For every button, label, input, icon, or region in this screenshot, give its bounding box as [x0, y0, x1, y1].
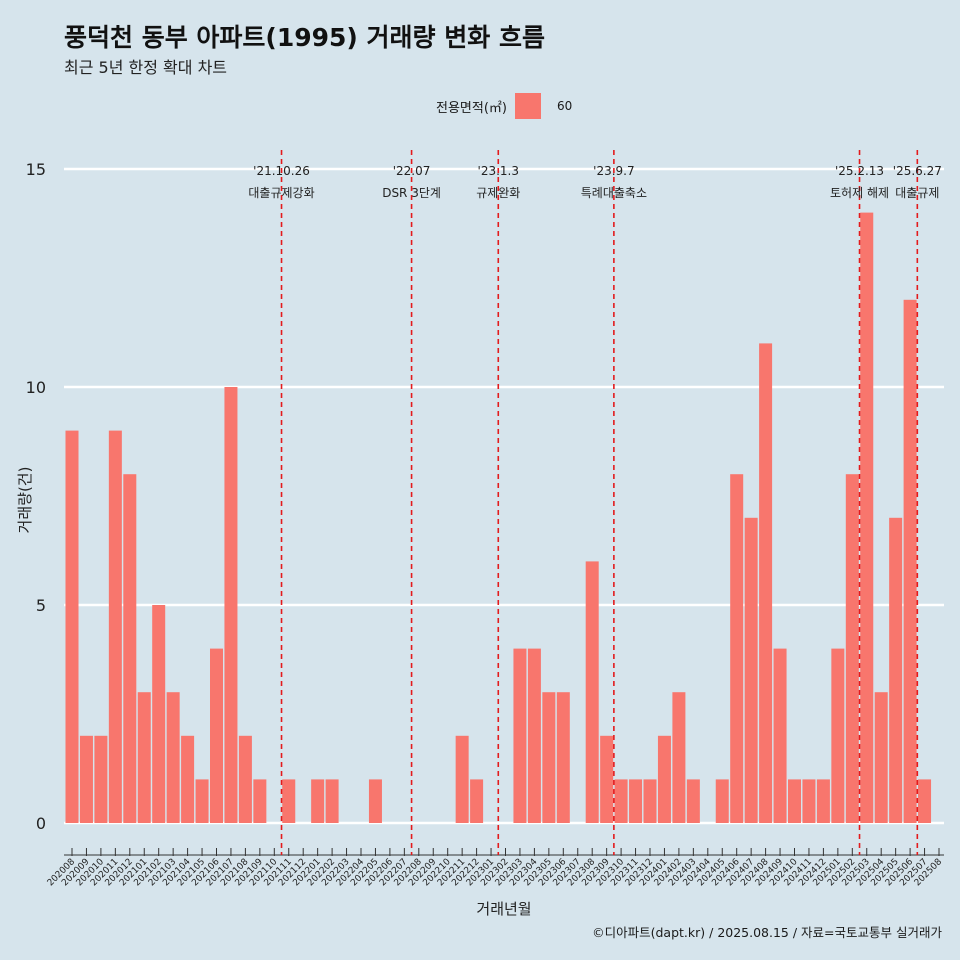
bar: [137, 692, 151, 823]
bar: [238, 735, 252, 823]
bar: [643, 779, 657, 823]
event-date-label: '25.6.27: [893, 164, 942, 178]
bar: [325, 779, 339, 823]
bar: [773, 648, 787, 823]
bar: [209, 648, 224, 823]
y-tick-label: 10: [26, 378, 46, 397]
bar: [629, 779, 643, 823]
bar: [918, 779, 932, 823]
bar: [166, 692, 180, 823]
legend-swatch: [514, 93, 541, 119]
chart-subtitle: 최근 5년 한정 확대 차트: [64, 58, 228, 77]
bar: [614, 779, 628, 823]
bar: [744, 517, 758, 823]
event-date-label: '22.07: [393, 164, 431, 178]
bar: [368, 779, 382, 823]
bar: [556, 692, 570, 823]
caption: ©디아파트(dapt.kr) / 2025.08.15 / 자료=국토교통부 실…: [592, 925, 942, 940]
event-label: DSR 3단계: [382, 186, 441, 200]
event-date-label: '23.9.7: [593, 164, 634, 178]
bar: [195, 779, 209, 823]
event-label: 특례대출축소: [581, 186, 647, 200]
bar: [874, 692, 888, 823]
legend-title: 전용면적(㎡): [436, 100, 507, 116]
bar: [470, 779, 484, 823]
bar: [600, 735, 614, 823]
bar: [759, 343, 773, 823]
bar: [816, 779, 830, 823]
bar: [903, 299, 917, 823]
bar: [889, 517, 903, 823]
bar: [79, 735, 93, 823]
bar: [715, 779, 729, 823]
bar: [845, 474, 859, 823]
chart-title: 풍덕천 동부 아파트(1995) 거래량 변화 흐름: [64, 23, 545, 52]
bar: [282, 779, 296, 823]
bar: [224, 387, 238, 823]
bar: [787, 779, 802, 823]
bar: [513, 648, 527, 823]
bar: [672, 692, 686, 823]
bar: [686, 779, 700, 823]
x-axis-title: 거래년월: [476, 900, 531, 918]
bar: [802, 779, 816, 823]
event-date-label: '23.1.3: [478, 164, 519, 178]
event-label: 대출규제: [895, 186, 939, 200]
bar: [123, 474, 137, 823]
bar: [860, 212, 874, 824]
bar: [730, 474, 744, 823]
bar: [455, 735, 469, 823]
bar: [657, 735, 671, 823]
bar: [831, 648, 845, 823]
legend-item-label: 60: [556, 99, 573, 113]
bar: [527, 648, 541, 823]
bar: [542, 692, 556, 823]
bar: [585, 561, 599, 823]
bar: [181, 735, 195, 823]
y-axis-title: 거래량(건): [16, 467, 34, 534]
event-label: 규제완화: [476, 186, 520, 200]
bar: [108, 430, 122, 823]
event-date-label: '25.2.13: [835, 164, 884, 178]
bar: [253, 779, 267, 823]
event-date-label: '21.10.26: [253, 164, 310, 178]
y-tick-label: 0: [36, 814, 46, 833]
y-tick-label: 5: [36, 596, 46, 615]
bar: [65, 430, 79, 823]
bar: [152, 605, 166, 823]
bar: [94, 735, 108, 823]
y-tick-label: 15: [26, 160, 46, 179]
event-label: 대출규제강화: [248, 186, 314, 200]
legend: 전용면적(㎡) 60: [436, 93, 572, 119]
bar: [311, 779, 325, 823]
event-label: 토허제 해제: [830, 186, 889, 200]
